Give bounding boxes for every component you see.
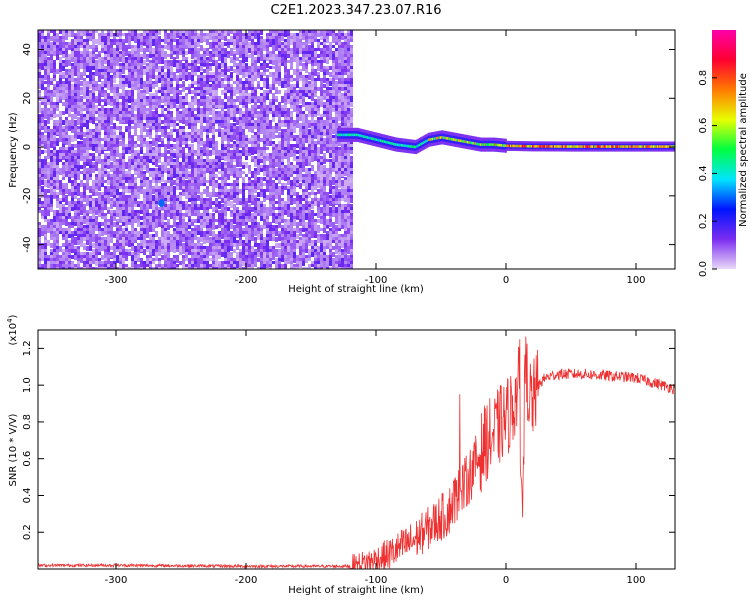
snr-x-label: Height of straight line (km) (288, 585, 424, 596)
snr-y-ticks: 0.20.40.60.81.01.2 (22, 340, 675, 540)
figure-title: C2E1.2023.347.23.07.R16 (270, 3, 441, 18)
colorbar-ticks: 0.00.20.40.60.8 (698, 70, 717, 277)
spectrogram-y-label: Frequency (Hz) (8, 112, 19, 188)
colorbar: 0.00.20.40.60.8 Normalized spectral ampl… (698, 30, 749, 277)
snr-y-scale: (x104) (6, 314, 19, 345)
snr-x-ticks: -300 -200 -100 0 100 (105, 330, 646, 586)
signal-track (337, 127, 675, 155)
colorbar-label: Normalized spectral amplitude (738, 73, 749, 227)
spectrogram-x-ticks: -300 -200 -100 0 100 (105, 30, 646, 286)
snr-series-line (38, 336, 675, 569)
snr-panel: -300 -200 -100 0 100 0.20.40.60.81.01.2 Heig… (6, 314, 676, 596)
colorbar-gradient (712, 30, 736, 269)
snr-frame (37, 329, 676, 570)
spectrogram-frame (37, 29, 676, 270)
spectrogram-cells (38, 30, 353, 269)
spectrogram-x-label: Height of straight line (km) (288, 284, 424, 295)
snr-y-label: SNR (10 * V/V) (8, 413, 19, 486)
